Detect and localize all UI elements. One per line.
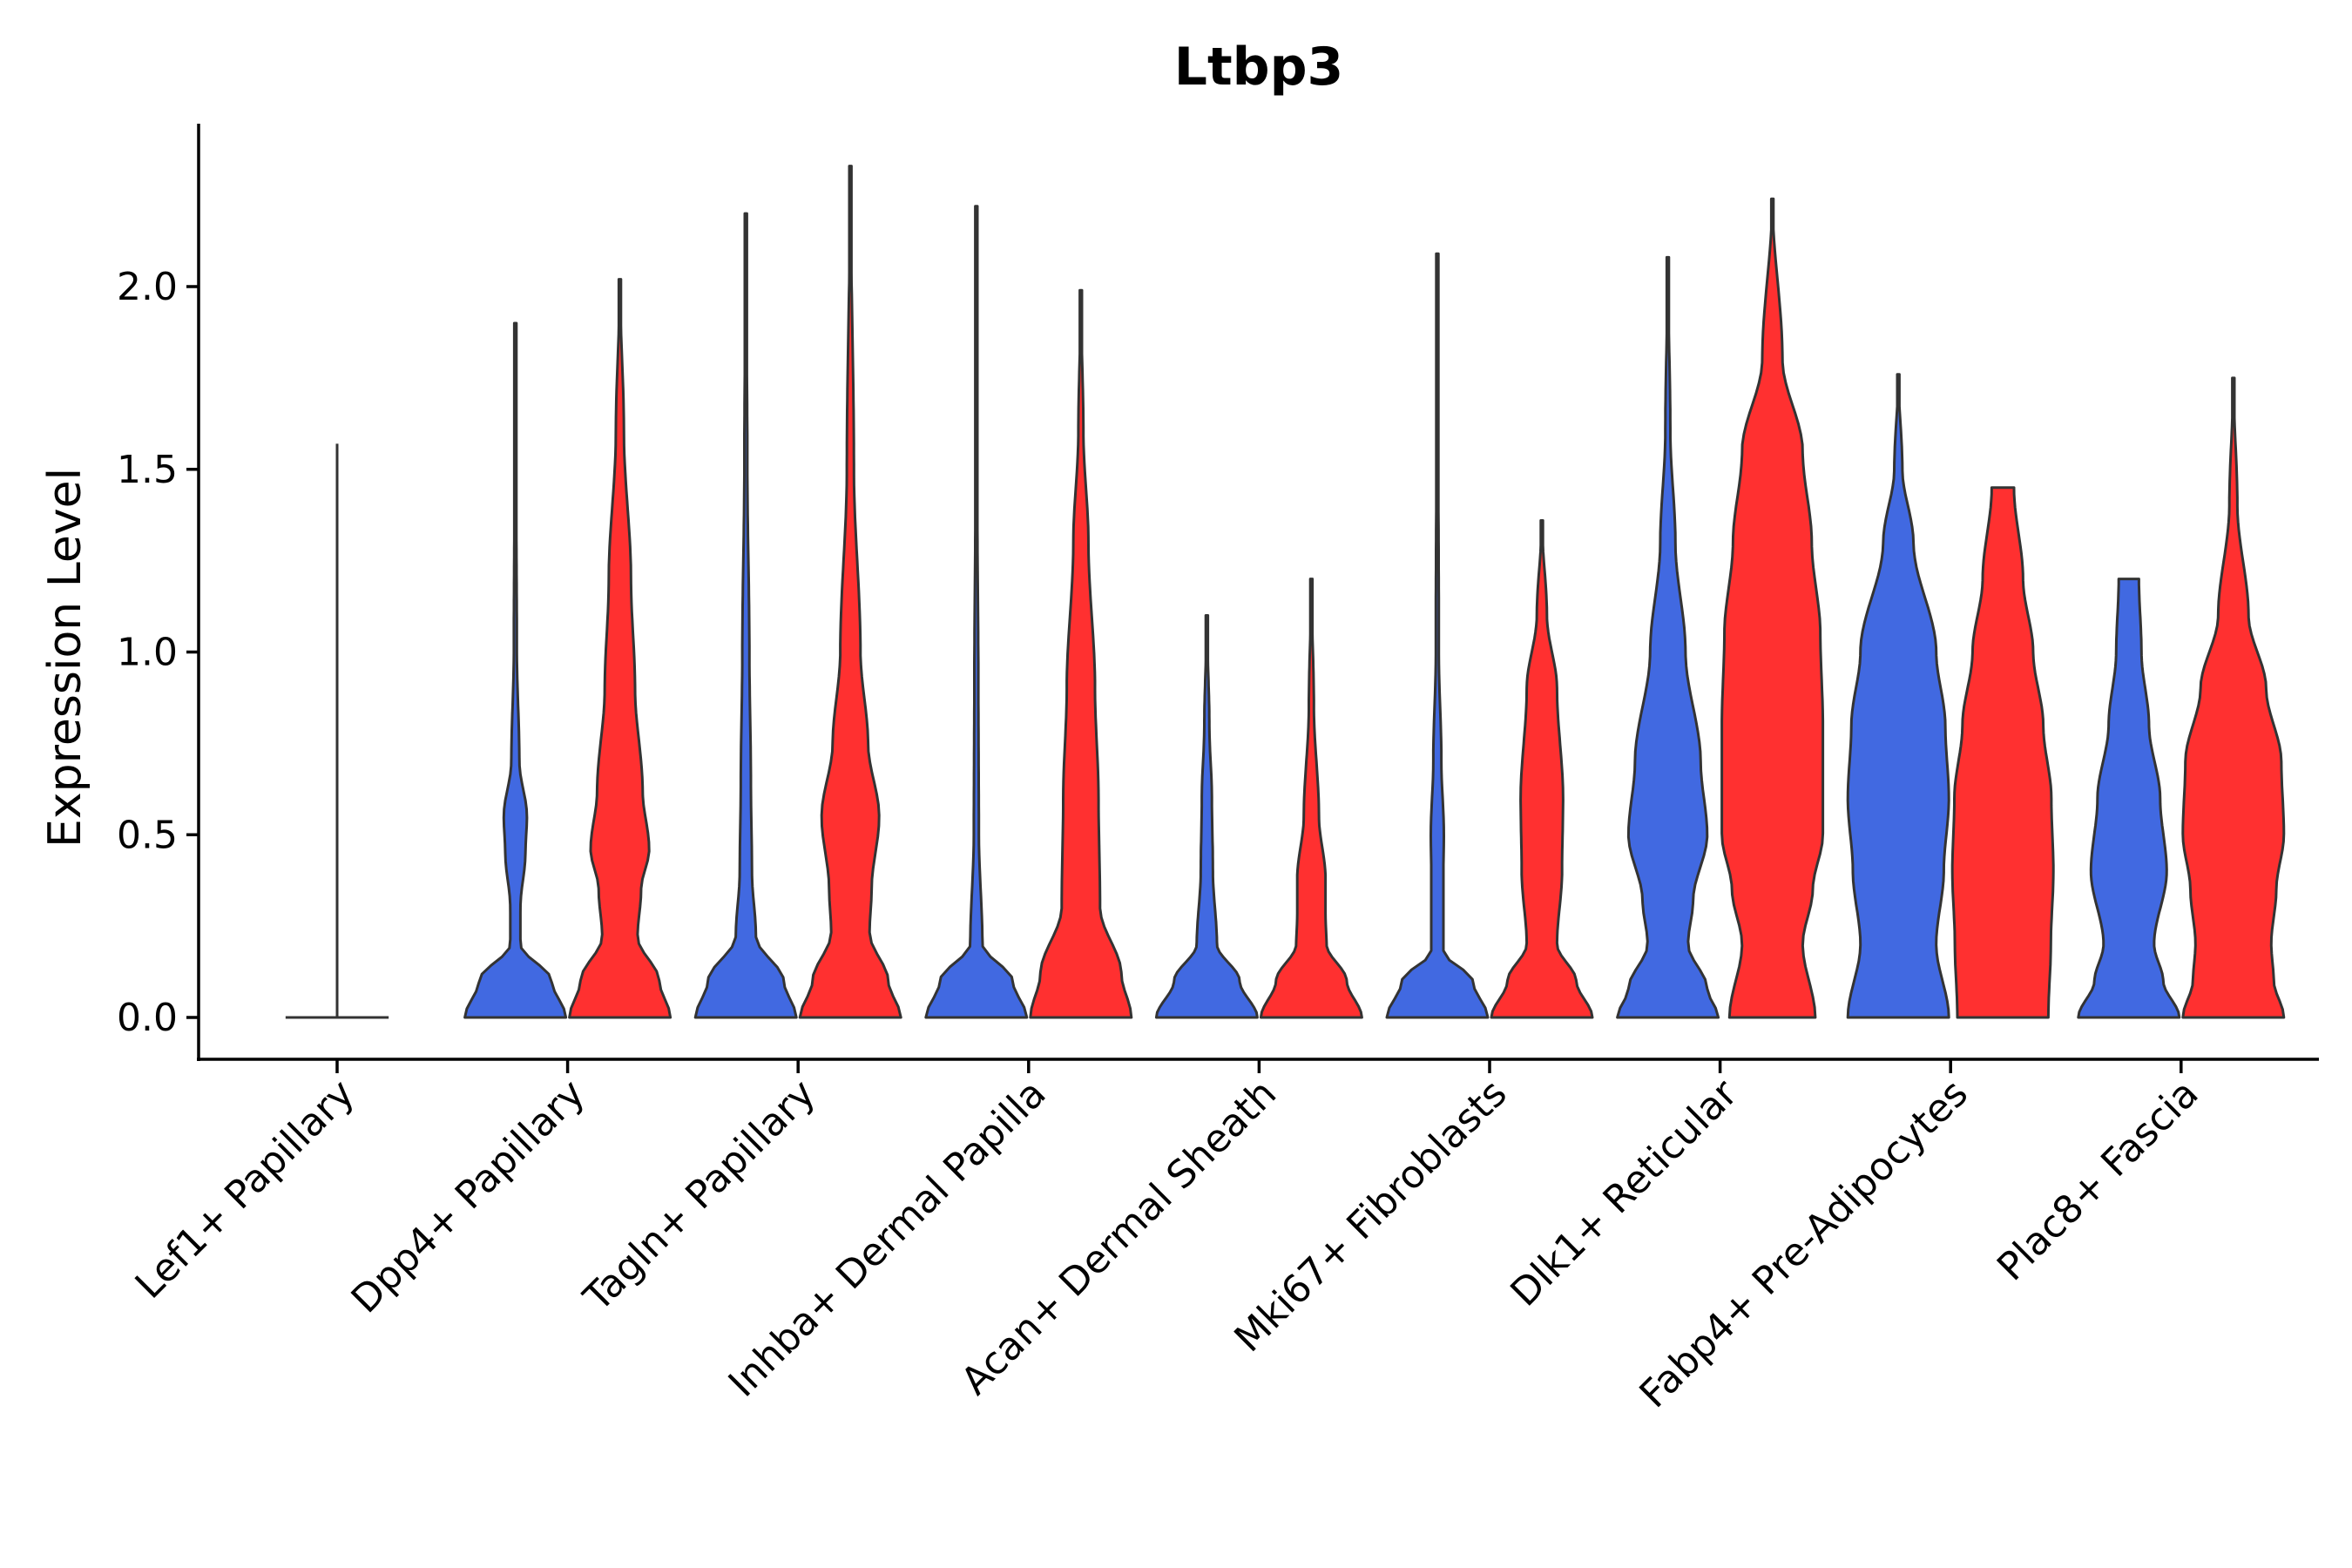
x-tick-label-lef1-papillary: Lef1+ Papillary xyxy=(127,1071,363,1308)
y-tick-label: 1.5 xyxy=(117,448,178,492)
violin-dpp4-papillary-group-2 xyxy=(568,278,672,1019)
x-tick-label-dlk1-reticular: Dlk1+ Reticular xyxy=(1502,1071,1747,1315)
x-tick-label-tagln-papillary: Tagln+ Papillary xyxy=(575,1071,824,1321)
y-axis-ticks: 0.0 0.5 1.0 1.5 2.0 xyxy=(117,265,199,1040)
y-axis-title: Expression Level xyxy=(39,468,91,848)
violin-dlk1-reticular-group-2 xyxy=(1720,197,1825,1019)
y-tick-label: 0.5 xyxy=(117,813,178,857)
violin-fabp4-pre-adipocytes-group-1 xyxy=(1846,373,1950,1019)
violin-acan-dermal-sheath-group-2 xyxy=(1259,578,1363,1019)
y-tick-label: 1.0 xyxy=(117,631,178,675)
violin-group xyxy=(285,165,2286,1019)
violin-plac8-fascia-group-2 xyxy=(2181,376,2286,1019)
violin-mki67-fibroblasts-group-2 xyxy=(1490,519,1594,1019)
y-tick-label: 0.0 xyxy=(117,996,178,1040)
violin-plac8-fascia-group-1 xyxy=(2077,578,2181,1019)
violin-inhba-dermal-papilla-group-2 xyxy=(1029,288,1133,1019)
violin-dlk1-reticular-group-1 xyxy=(1616,255,1720,1019)
x-tick-label-plac8-fascia: Plac8+ Fascia xyxy=(1989,1071,2207,1290)
y-tick-label: 2.0 xyxy=(117,265,178,309)
violin-tagln-papillary-group-2 xyxy=(798,165,902,1019)
violin-mki67-fibroblasts-group-1 xyxy=(1385,252,1490,1019)
violin-lef1-papillary-group-1 xyxy=(285,443,389,1019)
chart-title: Ltbp3 xyxy=(1174,37,1344,98)
violin-fabp4-pre-adipocytes-group-2 xyxy=(1950,486,2055,1019)
violin-acan-dermal-sheath-group-1 xyxy=(1154,614,1259,1019)
violin-dpp4-papillary-group-1 xyxy=(463,321,568,1019)
violin-tagln-papillary-group-1 xyxy=(693,212,798,1019)
violin-inhba-dermal-papilla-group-1 xyxy=(924,205,1029,1019)
x-tick-label-dpp4-papillary: Dpp4+ Papillary xyxy=(343,1071,594,1322)
